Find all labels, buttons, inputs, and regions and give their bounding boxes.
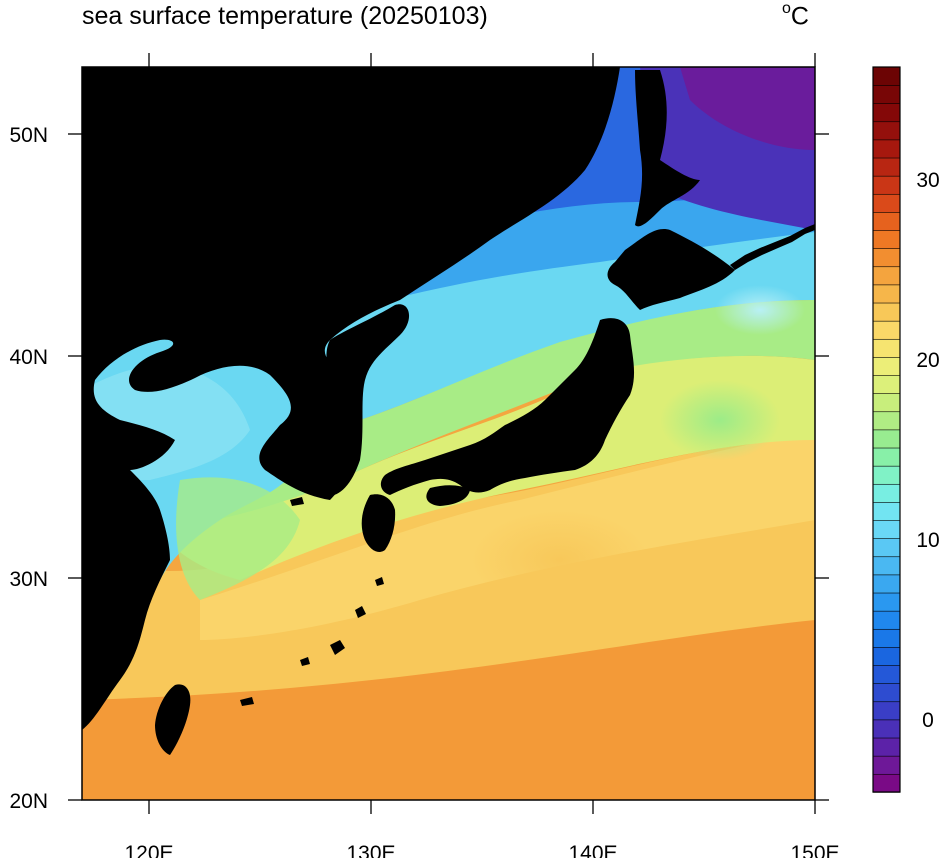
colorbar-swatch	[872, 139, 901, 159]
colorbar-swatch	[872, 664, 901, 684]
colorbar-swatch	[872, 102, 901, 123]
colorbar-swatch	[872, 592, 901, 612]
colorbar-swatch	[872, 247, 901, 268]
colorbar-frame	[872, 66, 901, 793]
colorbar-label-10: 10	[916, 529, 939, 552]
colorbar-swatch	[872, 556, 901, 576]
colorbar-swatch	[872, 157, 901, 177]
degree-symbol: o	[782, 0, 791, 17]
colorbar-swatch	[872, 701, 901, 721]
colorbar-swatch	[872, 411, 901, 431]
map-frame	[81, 66, 816, 801]
lat-label-50n: 50N	[9, 124, 48, 147]
colorbar-swatch	[872, 211, 901, 231]
colorbar-swatch	[872, 302, 901, 322]
units-letter: C	[790, 2, 809, 31]
colorbar-swatch	[872, 682, 901, 703]
colorbar-swatch	[872, 519, 901, 539]
colorbar-swatch	[872, 737, 901, 757]
colorbar-label-30: 30	[916, 169, 939, 192]
axis-ticks	[68, 53, 829, 814]
colorbar-swatch	[872, 374, 901, 394]
colorbar-swatch	[872, 175, 901, 195]
colorbar-swatch	[872, 719, 901, 739]
colorbar	[872, 66, 901, 793]
colorbar-swatch	[872, 628, 901, 648]
lat-label-20n: 20N	[9, 790, 48, 813]
colorbar-swatch	[872, 193, 901, 213]
colorbar-swatch	[872, 773, 901, 793]
colorbar-swatch	[872, 84, 901, 104]
colorbar-swatch	[872, 338, 901, 358]
colorbar-swatch	[872, 755, 901, 775]
lon-label-150e: 150E	[790, 842, 839, 858]
land-mask	[82, 67, 815, 755]
lon-label-120e: 120E	[124, 842, 173, 858]
colorbar-swatch	[872, 66, 901, 86]
colorbar-label-0: 0	[922, 709, 934, 732]
colorbar-swatch	[872, 574, 901, 594]
colorbar-swatch	[872, 610, 901, 630]
colorbar-swatch	[872, 483, 901, 503]
map-title: sea surface temperature (20250103)	[82, 2, 488, 30]
colorbar-swatch	[872, 447, 901, 467]
lat-label-30n: 30N	[9, 568, 48, 591]
colorbar-swatch	[872, 320, 901, 340]
colorbar-swatch	[872, 356, 901, 376]
lat-label-40n: 40N	[9, 346, 48, 369]
colorbar-swatch	[872, 537, 901, 558]
colorbar-swatch	[872, 465, 901, 485]
colorbar-swatch	[872, 392, 901, 413]
colorbar-label-20: 20	[916, 349, 939, 372]
colorbar-swatch	[872, 646, 901, 666]
lon-label-130e: 130E	[346, 842, 395, 858]
colorbar-swatch	[872, 229, 901, 249]
colorbar-swatch	[872, 284, 901, 304]
lon-label-140e: 140E	[568, 842, 617, 858]
colorbar-swatch	[872, 121, 901, 141]
colorbar-swatch	[872, 501, 901, 521]
units-label: oC	[782, 0, 809, 31]
colorbar-swatch	[872, 266, 901, 286]
colorbar-swatch	[872, 429, 901, 449]
